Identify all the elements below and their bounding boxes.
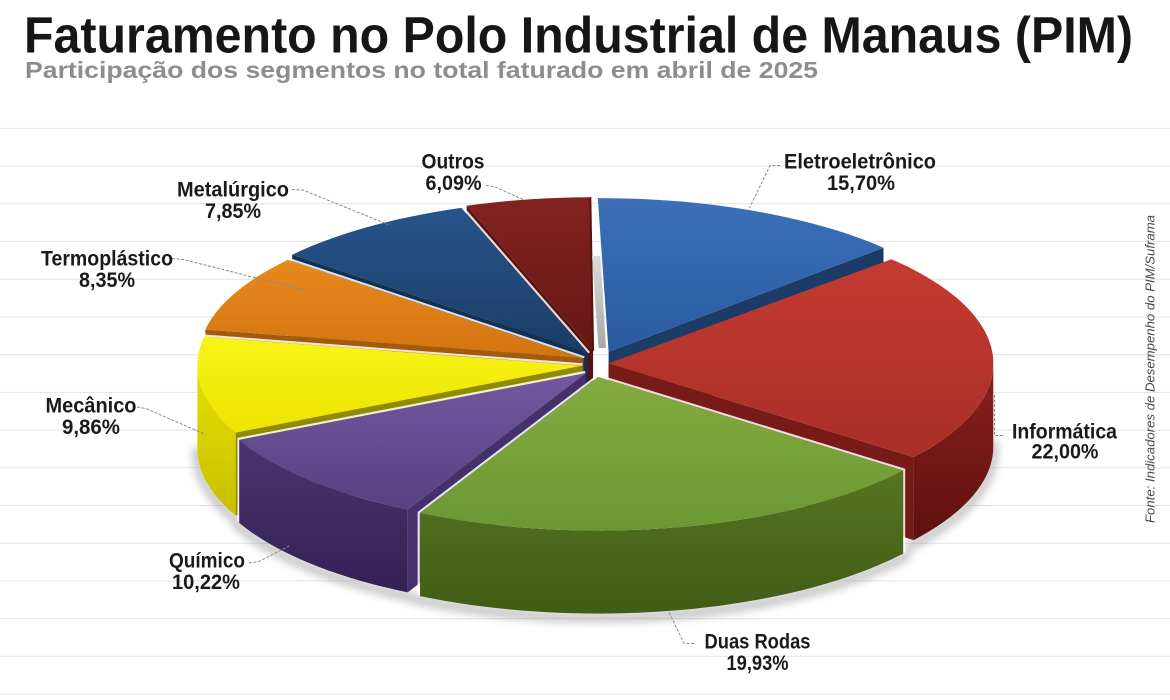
- svg-text:Metalúrgico: Metalúrgico: [177, 179, 289, 202]
- svg-text:Químico: Químico: [169, 550, 245, 573]
- svg-text:22,00%: 22,00%: [1032, 441, 1099, 464]
- svg-text:9,86%: 9,86%: [62, 416, 120, 439]
- svg-text:Termoplástico: Termoplástico: [41, 248, 173, 271]
- svg-text:8,35%: 8,35%: [79, 269, 135, 292]
- svg-text:Participação dos segmentos no: Participação dos segmentos no total fatu…: [25, 57, 818, 83]
- svg-text:6,09%: 6,09%: [426, 172, 482, 195]
- svg-text:Outros: Outros: [422, 151, 485, 174]
- svg-text:Mecânico: Mecânico: [46, 395, 137, 418]
- svg-text:7,85%: 7,85%: [205, 200, 261, 223]
- svg-text:19,93%: 19,93%: [727, 652, 789, 675]
- svg-text:10,22%: 10,22%: [172, 571, 240, 594]
- svg-text:Faturamento no Polo Industrial: Faturamento no Polo Industrial de Manaus…: [24, 7, 1133, 64]
- svg-text:Informática: Informática: [1012, 421, 1117, 444]
- svg-text:15,70%: 15,70%: [827, 172, 895, 195]
- svg-text:Eletroeletrônico: Eletroeletrônico: [784, 151, 936, 174]
- svg-text:Fonte: Indicadores de Desempen: Fonte: Indicadores de Desempenho do PIM/…: [1143, 215, 1158, 523]
- svg-text:Duas Rodas: Duas Rodas: [705, 631, 811, 654]
